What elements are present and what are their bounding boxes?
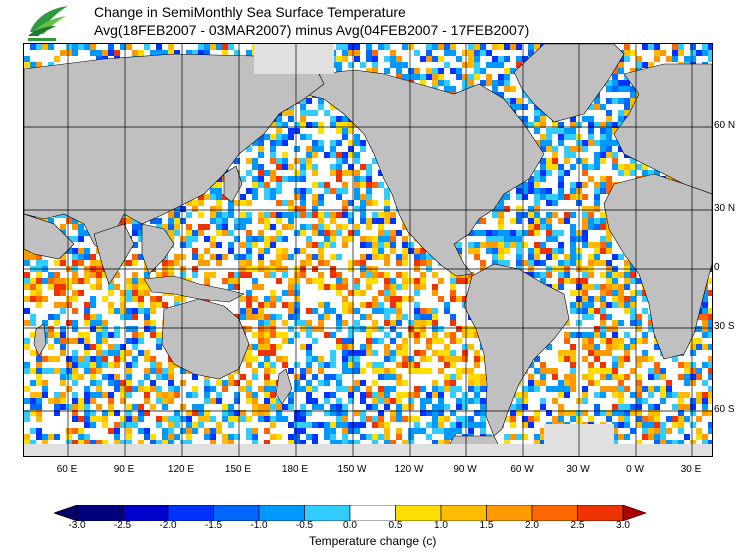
sst-change-map <box>23 43 713 457</box>
greenland-land <box>513 44 625 123</box>
lat-label-0: 0 <box>714 262 720 273</box>
colorbar-bin <box>531 505 578 521</box>
map-subtitle: Avg(18FEB2007 - 03MAR2007) minus Avg(04F… <box>94 22 530 38</box>
arabia-land <box>24 213 75 260</box>
colorbar-tick-label: 2.5 <box>570 520 585 531</box>
lon-label-90w: 90 W <box>453 464 477 475</box>
colorbar-bin <box>349 505 396 521</box>
lon-label-90e: 90 E <box>113 464 135 475</box>
colorbar-tick-label: 3.0 <box>616 520 630 531</box>
sea-ice <box>24 444 712 456</box>
lat-label-30n: 30 N <box>714 203 736 214</box>
lat-label-60n: 60 N <box>714 120 736 131</box>
colorbar-bin <box>76 505 123 521</box>
north-america-land <box>303 69 545 277</box>
lon-label-0w: 0 W <box>626 464 644 475</box>
lon-label-60w: 60 W <box>510 464 534 475</box>
colorbar-bin <box>577 505 624 521</box>
south-america-land <box>463 263 570 437</box>
lat-label-30s: 30 S <box>714 321 735 332</box>
land-masses <box>24 44 712 456</box>
colorbar-under-arrow <box>54 505 78 521</box>
lon-label-60e: 60 E <box>56 464 78 475</box>
map-title: Change in SemiMonthly Sea Surface Temper… <box>94 4 406 20</box>
colorbar-tick-label: -0.5 <box>295 520 314 531</box>
lon-label-120w: 120 W <box>394 464 424 475</box>
colorbar-tick-label: 2.0 <box>525 520 539 531</box>
lon-label-150e: 150 E <box>224 464 252 475</box>
southeast-asia-land <box>141 223 175 275</box>
colorbar-bin <box>304 505 351 521</box>
lat-label-60s: 60 S <box>714 404 735 415</box>
lon-label-180e: 180 E <box>281 464 309 475</box>
colorbar-bin <box>440 505 487 521</box>
new-zealand-land <box>275 368 293 405</box>
africa-land <box>603 173 712 360</box>
agency-logo <box>22 2 72 44</box>
colorbar-tick-label: -2.5 <box>113 520 132 531</box>
colorbar-bin <box>213 505 260 521</box>
colorbar-bin <box>258 505 305 521</box>
lon-label-30w: 30 W <box>566 464 590 475</box>
lon-label-120e: 120 E <box>167 464 195 475</box>
colorbar-over-arrow <box>622 505 647 521</box>
map-canvas <box>24 44 712 456</box>
colorbar-tick-label: 0.5 <box>388 520 403 531</box>
colorbar <box>54 505 647 521</box>
colorbar-tick-label: -2.0 <box>159 520 177 531</box>
lon-label-150w: 150 W <box>337 464 367 475</box>
japan-land <box>223 165 243 203</box>
colorbar-tick-label: -1.0 <box>250 520 268 531</box>
madagascar-land <box>33 323 47 357</box>
lon-label-30e: 30 E <box>680 464 702 475</box>
colorbar-bin <box>167 505 214 521</box>
colorbar-bin <box>395 505 442 521</box>
europe-land <box>613 63 712 195</box>
indonesia-land <box>143 275 245 303</box>
arctic-ice <box>254 44 334 74</box>
colorbar-tick-label: 1.5 <box>479 520 494 531</box>
lat-lon-grid <box>24 44 712 456</box>
colorbar-bin <box>122 505 169 521</box>
colorbar-tick-label: 0.0 <box>343 520 357 531</box>
colorbar-tick-label: -3.0 <box>68 520 86 531</box>
colorbar-title: Temperature change (c) <box>309 534 437 548</box>
colorbar-tick-label: -1.5 <box>204 520 223 531</box>
colorbar-bin <box>486 505 533 521</box>
colorbar-tick-label: 1.0 <box>434 520 448 531</box>
